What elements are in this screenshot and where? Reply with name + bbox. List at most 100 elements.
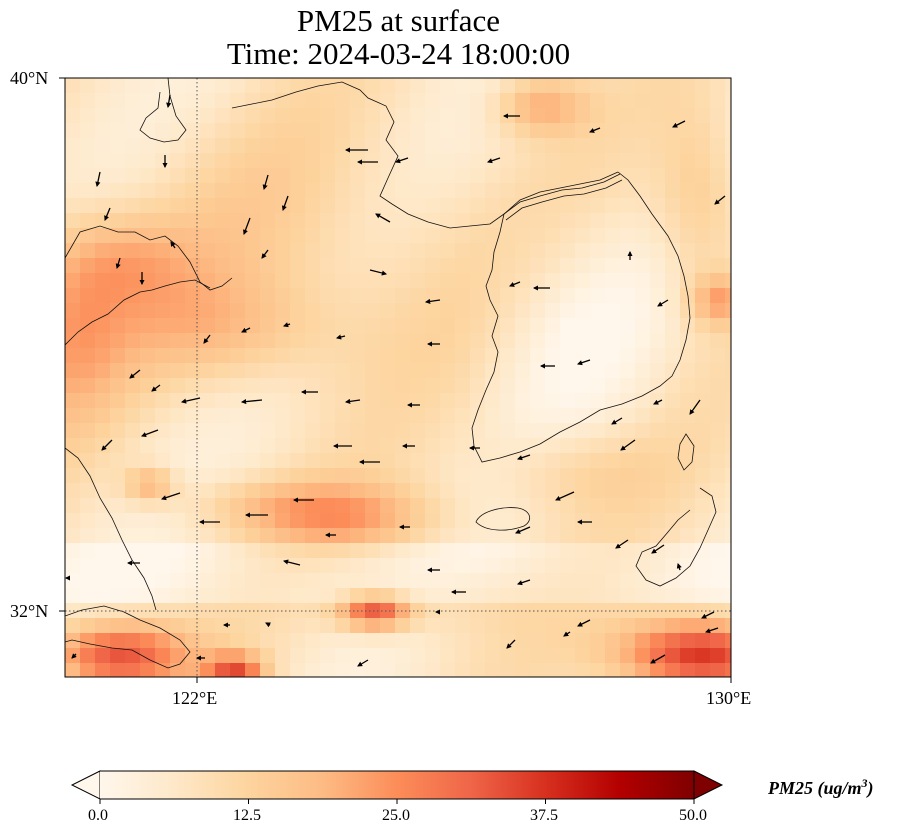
pm25-cell [290,228,306,244]
pm25-cell [350,528,366,544]
pm25-cell [395,453,411,469]
pm25-cell [530,123,546,139]
pm25-cell [290,348,306,364]
pm25-cell [725,318,731,334]
pm25-cell [200,288,216,304]
colorbar-label-exponent: 3 [861,776,868,790]
pm25-cell [515,603,531,619]
pm25-cell [575,438,591,454]
pm25-cell [560,78,576,94]
pm25-cell [560,333,576,349]
pm25-cell [635,468,651,484]
pm25-cell [230,228,246,244]
pm25-cell [110,288,126,304]
pm25-cell [290,303,306,319]
pm25-cell [80,138,96,154]
pm25-cell [605,333,621,349]
pm25-cell [170,558,186,574]
pm25-cell [290,198,306,214]
pm25-cell [725,453,731,469]
pm25-cell [140,258,156,274]
pm25-cell [185,543,201,559]
pm25-cell [200,378,216,394]
pm25-cell [725,423,731,439]
pm25-cell [455,543,471,559]
pm25-cell [485,108,501,124]
liaodong-coast [231,81,619,229]
pm25-cell [470,228,486,244]
pm25-cell [260,603,276,619]
pm25-cell [485,528,501,544]
wind-arrow [265,622,271,628]
wind-arrow [563,631,571,637]
pm25-cell [590,153,606,169]
pm25-cell [530,528,546,544]
pm25-cell [470,393,486,409]
pm25-cell [110,468,126,484]
pm25-cell [650,183,666,199]
pm25-cell [125,633,141,649]
pm25-cell [305,618,321,634]
pm25-cell [515,588,531,604]
pm25-cell [140,558,156,574]
pm25-cell [455,528,471,544]
pm25-cell [455,288,471,304]
pm25-cell [680,333,696,349]
pm25-cell [710,363,726,379]
pm25-cell [455,573,471,589]
pm25-cell [335,498,351,514]
pm25-cell [485,543,501,559]
pm25-cell [305,318,321,334]
pm25-cell [80,243,96,259]
pm25-cell [575,648,591,664]
pm25-cell [560,228,576,244]
pm25-cell [230,303,246,319]
pm25-cell [290,618,306,634]
pm25-cell [545,258,561,274]
pm25-cell [200,78,216,94]
pm25-cell [80,408,96,424]
pm25-cell [125,153,141,169]
pm25-cell [305,153,321,169]
pm25-cell [80,558,96,574]
pm25-cell [140,498,156,514]
pm25-cell [635,648,651,664]
pm25-cell [650,318,666,334]
pm25-cell [425,618,441,634]
pm25-cell [125,243,141,259]
pm25-cell [560,363,576,379]
pm25-cell [380,303,396,319]
pm25-cell [305,393,321,409]
pm25-cell [380,228,396,244]
pm25-cell [500,378,516,394]
pm25-cell [260,558,276,574]
pm25-cell [710,123,726,139]
pm25-cell [620,198,636,214]
pm25-cell [320,453,336,469]
pm25-cell [170,78,186,94]
pm25-cell [350,483,366,499]
pm25-cell [290,153,306,169]
pm25-cell [230,258,246,274]
pm25-cell [230,273,246,289]
pm25-cell [65,198,81,214]
pm25-cell [500,618,516,634]
pm25-cell [65,153,81,169]
pm25-cell [425,123,441,139]
pm25-cell [320,663,336,677]
pm25-cell [515,663,531,677]
pm25-cell [230,438,246,454]
pm25-cell [500,333,516,349]
pm25-cell [245,123,261,139]
pm25-cell [140,483,156,499]
pm25-cell [725,258,731,274]
pm25-cell [170,303,186,319]
pm25-cell [320,513,336,529]
pm25-cell [605,288,621,304]
pm25-cell [635,348,651,364]
pm25-cell [185,573,201,589]
pm25-cell [200,393,216,409]
pm25-cell [620,243,636,259]
pm25-cell [380,543,396,559]
pm25-cell [725,153,731,169]
